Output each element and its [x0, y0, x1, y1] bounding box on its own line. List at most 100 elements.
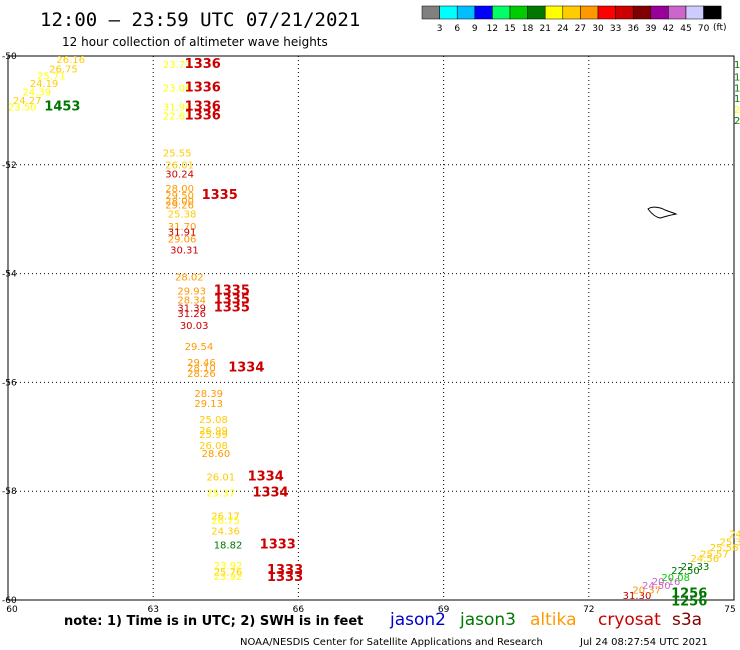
wave-height-value: 28.02	[175, 273, 204, 284]
time-stamp-label: 1334	[252, 486, 288, 501]
wave-height-value: 26.17	[211, 511, 240, 522]
colorbar-swatch	[597, 5, 616, 20]
time-stamp-label: 1333	[267, 570, 303, 585]
legend-item-s3a: s3a	[672, 610, 702, 630]
wave-height-value: 25.71	[37, 71, 66, 82]
wave-height-value: 19.31	[734, 60, 740, 71]
colorbar-swatch	[527, 5, 546, 20]
wave-height-value: 31.94	[163, 102, 192, 113]
wave-height-value: 25.57	[700, 550, 729, 561]
x-tick-label: 72	[583, 605, 594, 615]
legend-item-altika: altika	[530, 610, 577, 630]
colorbar-tick-label: 36	[627, 24, 639, 34]
colorbar-tick-label: 3	[437, 24, 443, 34]
wave-height-value: 29.50	[165, 191, 194, 202]
plot-area: 26.1626.7525.7124.1924.3924.2723.5023.73…	[2, 52, 740, 615]
wave-height-value: 23.92	[214, 561, 243, 572]
colorbar-tick-label: 12	[487, 24, 498, 34]
wave-height-value: 25.99	[199, 430, 228, 441]
time-stamp-label: 1336	[185, 109, 221, 124]
time-stamp-label: 1334	[228, 361, 264, 376]
wave-height-value: 26.01	[165, 161, 194, 172]
plot-frame	[7, 55, 735, 601]
wave-height-value: 23.06	[163, 83, 192, 94]
legend-item-cryosat: cryosat	[598, 610, 661, 630]
colorbar-tick-label: 30	[592, 24, 604, 34]
colorbar-swatch	[421, 5, 440, 20]
colorbar-swatch	[474, 5, 493, 20]
x-tick-label: 60	[6, 605, 18, 615]
wave-height-value: 22.33	[681, 562, 710, 573]
colorbar-swatch	[703, 5, 722, 20]
chart-title: 12:00 — 23:59 UTC 07/21/2021	[40, 9, 360, 31]
colorbar-tick-label: 27	[575, 24, 586, 34]
chart-subtitle: 12 hour collection of altimeter wave hei…	[62, 35, 328, 49]
wave-height-value: 29.46	[187, 358, 216, 369]
wave-height-value: 28.26	[187, 369, 216, 380]
wave-height-value: 29.26	[165, 200, 194, 211]
time-stamp-label: 1336	[185, 57, 221, 72]
x-tick-label: 75	[724, 605, 735, 615]
colorbar-swatch	[456, 5, 476, 20]
colorbar-tick-label: 42	[663, 24, 674, 34]
wave-height-value: 31.26	[177, 309, 206, 320]
y-tick-label: -54	[2, 270, 17, 280]
wave-height-value: 26.16	[56, 55, 85, 66]
wave-height-value: 24.39	[23, 88, 52, 99]
time-stamp-label: 1336	[185, 99, 221, 114]
colorbar-tick-label: 39	[645, 24, 657, 34]
y-tick-label: -50	[2, 52, 17, 62]
wave-height-value: 20.08	[661, 573, 690, 584]
wave-height-value: 25.38	[168, 210, 197, 221]
wave-height-value: 28.10	[187, 364, 216, 375]
wave-height-value: 28.34	[177, 296, 206, 307]
wave-height-value: 25.76	[214, 568, 243, 579]
y-tick-label: -56	[2, 378, 17, 388]
colorbar-swatch	[685, 5, 704, 20]
colorbar-tick-label: 24	[557, 24, 569, 34]
wave-height-value: 26.99	[199, 426, 228, 437]
time-stamp-label: 1335	[214, 283, 250, 298]
colorbar-legend: 3 6 9 12 15 18 21 24 27 30 33 36 39 42 45 70	[421, 5, 722, 34]
wave-height-value: 26.75	[49, 64, 78, 75]
wave-height-value: 28.00	[165, 184, 194, 195]
wave-height-value: 23.1	[734, 105, 740, 116]
wave-height-value: 20	[734, 116, 740, 127]
colorbar-tick-label: 18	[522, 24, 534, 34]
wave-height-value: 29.54	[185, 342, 214, 353]
wave-height-value: 23.73	[163, 60, 192, 71]
colorbar-tick-label: 33	[610, 24, 621, 34]
colorbar-swatch	[580, 5, 599, 20]
footer-timestamp: Jul 24 08:27:54 UTC 2021	[579, 637, 708, 648]
legend-item-jason2: jason2	[389, 610, 446, 630]
wave-height-value: 30.31	[170, 245, 199, 256]
colorbar-tick-label: 70	[698, 24, 710, 34]
footer-credit: NOAA/NESDIS Center for Satellite Applica…	[240, 637, 543, 648]
wave-height-value: 29.93	[177, 286, 206, 297]
wave-height-value: 31.39	[177, 304, 206, 315]
wave-height-value: 24.36	[211, 527, 240, 538]
wave-height-value: 28.39	[194, 389, 223, 400]
x-tick-label: 66	[293, 605, 305, 615]
wave-height-value: 23.92	[214, 572, 243, 583]
wave-height-value: 20.37	[632, 585, 661, 596]
wave-height-value: 19.51	[734, 94, 740, 105]
wave-height-value: 24.50	[642, 581, 671, 592]
colorbar-tick-label: 6	[454, 24, 460, 34]
wave-height-value: 24.56	[690, 554, 719, 565]
colorbar-swatch	[650, 5, 669, 20]
colorbar-swatch	[562, 5, 581, 20]
time-stamp-label: 1336	[185, 80, 221, 95]
wave-height-value: 25.37	[719, 538, 740, 549]
wave-height-value: 31.91	[168, 228, 197, 239]
wave-height-value: 26.75	[211, 516, 240, 527]
y-tick-label: -52	[2, 161, 17, 171]
colorbar-tick-label: 21	[539, 24, 550, 34]
wave-height-value: 26.01	[206, 472, 235, 483]
colorbar-tick-label: 45	[680, 24, 691, 34]
colorbar-unit-label: (ft)	[713, 23, 727, 33]
time-stamp-label: 1333	[260, 537, 296, 552]
x-tick-label: 63	[147, 605, 158, 615]
wave-height-labels: 26.1626.7525.7124.1924.3924.2723.5023.73…	[8, 55, 740, 602]
